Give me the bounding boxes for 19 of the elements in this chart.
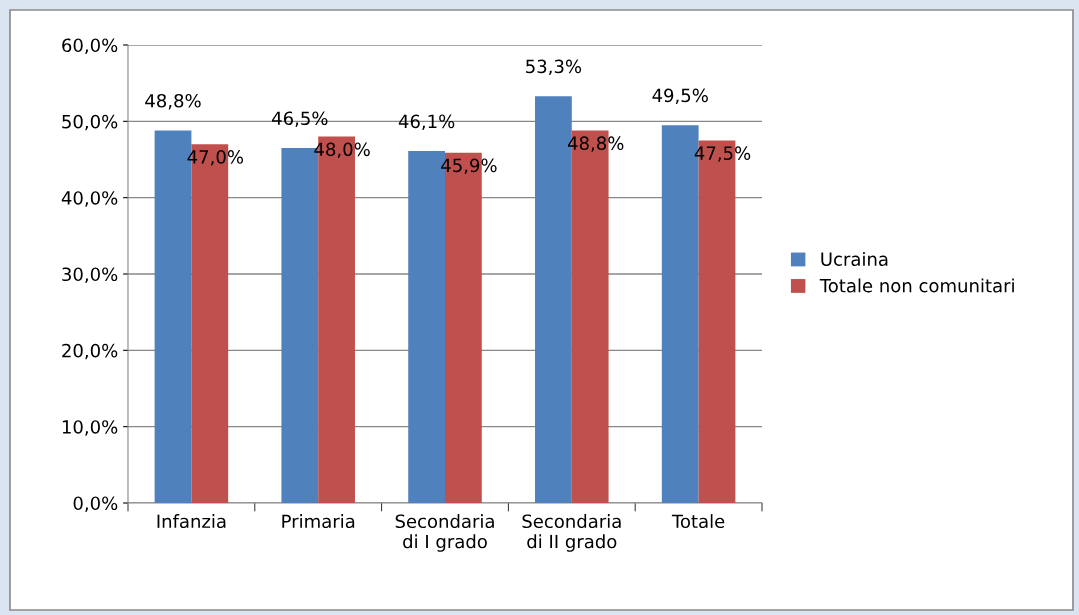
y-tick-label: 30,0% xyxy=(62,267,118,283)
data-label: 48,8% xyxy=(145,93,201,110)
x-tick-label: Secondaria di II grado xyxy=(522,514,621,552)
y-tick-label: 40,0% xyxy=(61,191,118,207)
y-tick-label: 20,0% xyxy=(62,343,118,360)
y-tick-label: 10,0% xyxy=(62,420,118,436)
data-label: 49,5% xyxy=(652,88,708,105)
x-tick-label: Primaria xyxy=(282,514,355,529)
legend-label: Totale non comunitari xyxy=(819,278,1014,293)
y-tick-label: 60,0% xyxy=(62,38,118,54)
y-tick-label: 0,0% xyxy=(73,496,118,512)
legend-label: Ucraina xyxy=(821,252,888,266)
data-label: 53,3% xyxy=(526,59,582,76)
data-label: 46,5% xyxy=(272,111,328,127)
x-tick-label: Secondaria di I grado xyxy=(395,514,494,552)
y-tick-label: 50,0% xyxy=(62,114,118,131)
data-label: 46,1% xyxy=(398,114,455,130)
x-tick-label: Infanzia xyxy=(157,514,226,529)
x-tick-label: Totale xyxy=(671,514,725,529)
